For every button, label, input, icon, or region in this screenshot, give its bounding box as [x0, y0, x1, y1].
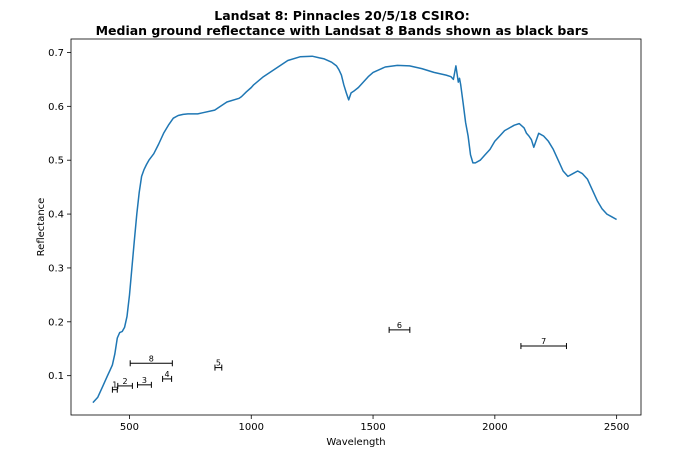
band-label: 4 [165, 370, 170, 379]
y-tick-label: 0.1 [48, 371, 64, 382]
band-label: 1 [112, 381, 117, 390]
x-tick-label: 1000 [239, 422, 264, 433]
x-tick-label: 2500 [604, 422, 629, 433]
y-tick-label: 0.4 [48, 210, 64, 221]
x-tick-label: 2000 [482, 422, 507, 433]
y-tick-label: 0.2 [48, 317, 64, 328]
band-label: 7 [541, 337, 546, 346]
chart-title: Landsat 8: Pinnacles 20/5/18 CSIRO: [214, 8, 469, 23]
y-tick-label: 0.7 [48, 48, 64, 59]
x-tick-label: 500 [120, 422, 139, 433]
band-label: 3 [142, 376, 147, 385]
reflectance-series-line [92, 55, 617, 404]
x-tick-label: 1500 [360, 422, 385, 433]
y-tick-label: 0.6 [48, 102, 64, 113]
chart-subtitle: Median ground reflectance with Landsat 8… [96, 23, 589, 38]
plot-area-frame [70, 38, 642, 416]
y-axis-label: Reflectance [36, 198, 47, 257]
y-tick-label: 0.3 [48, 263, 64, 274]
x-axis-label: Wavelength [326, 437, 385, 448]
band-label: 6 [397, 321, 402, 330]
y-tick-label: 0.5 [48, 156, 64, 167]
band-label: 8 [149, 354, 154, 363]
band-label: 2 [123, 377, 128, 386]
band-label: 5 [216, 359, 221, 368]
